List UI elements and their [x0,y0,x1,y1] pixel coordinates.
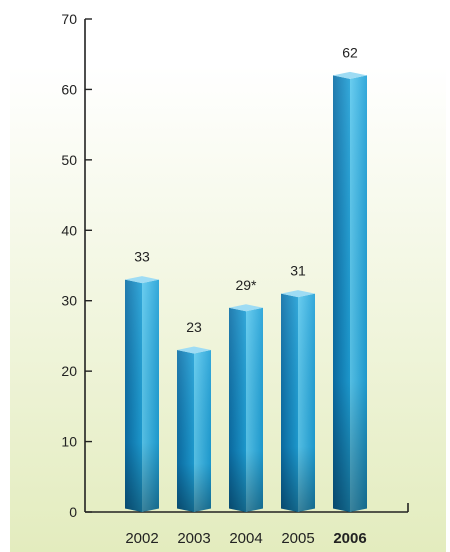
x-tick-label-2003: 2003 [177,530,210,547]
bar-2003 [177,346,211,512]
y-tick-label: 40 [61,222,77,238]
data-label-2005: 31 [290,263,306,279]
y-tick-label: 60 [61,81,77,97]
bar-top-cap [333,71,367,79]
bar-shading [281,293,315,512]
y-tick-label: 50 [61,152,77,168]
y-tick-label: 0 [69,504,77,520]
data-label-2002: 33 [134,249,150,265]
x-tick-label-2005: 2005 [281,530,314,547]
bar-shading [125,279,159,512]
bar-shading [177,350,211,512]
y-tick-label: 10 [61,434,77,450]
bar-top-cap [125,276,159,284]
y-tick-label: 70 [61,11,77,27]
bar-2005 [281,290,315,512]
bar-shading [333,75,367,512]
x-tick-label-2002: 2002 [125,530,158,547]
data-label-2004: 29* [235,277,257,293]
bar-top-cap [177,346,211,354]
y-tick-label: 30 [61,293,77,309]
bar-top-cap [281,290,315,298]
bar-2004 [229,304,263,512]
data-label-2006: 62 [342,44,358,60]
bar-2002 [125,276,159,512]
data-label-2003: 23 [186,319,202,335]
chart-background [10,0,446,552]
axes: 0 10 20 30 40 50 60 70 [61,11,409,520]
bars [125,71,367,512]
y-tick-label: 20 [61,363,77,379]
bar-shading [229,307,263,512]
x-tick-label-2004: 2004 [229,530,262,547]
x-tick-label-2006: 2006 [333,530,366,547]
bar-2006 [333,71,367,512]
labels: 33 2002 23 2003 29* 2004 31 2005 62 2006 [125,44,366,547]
bar-top-cap [229,304,263,312]
